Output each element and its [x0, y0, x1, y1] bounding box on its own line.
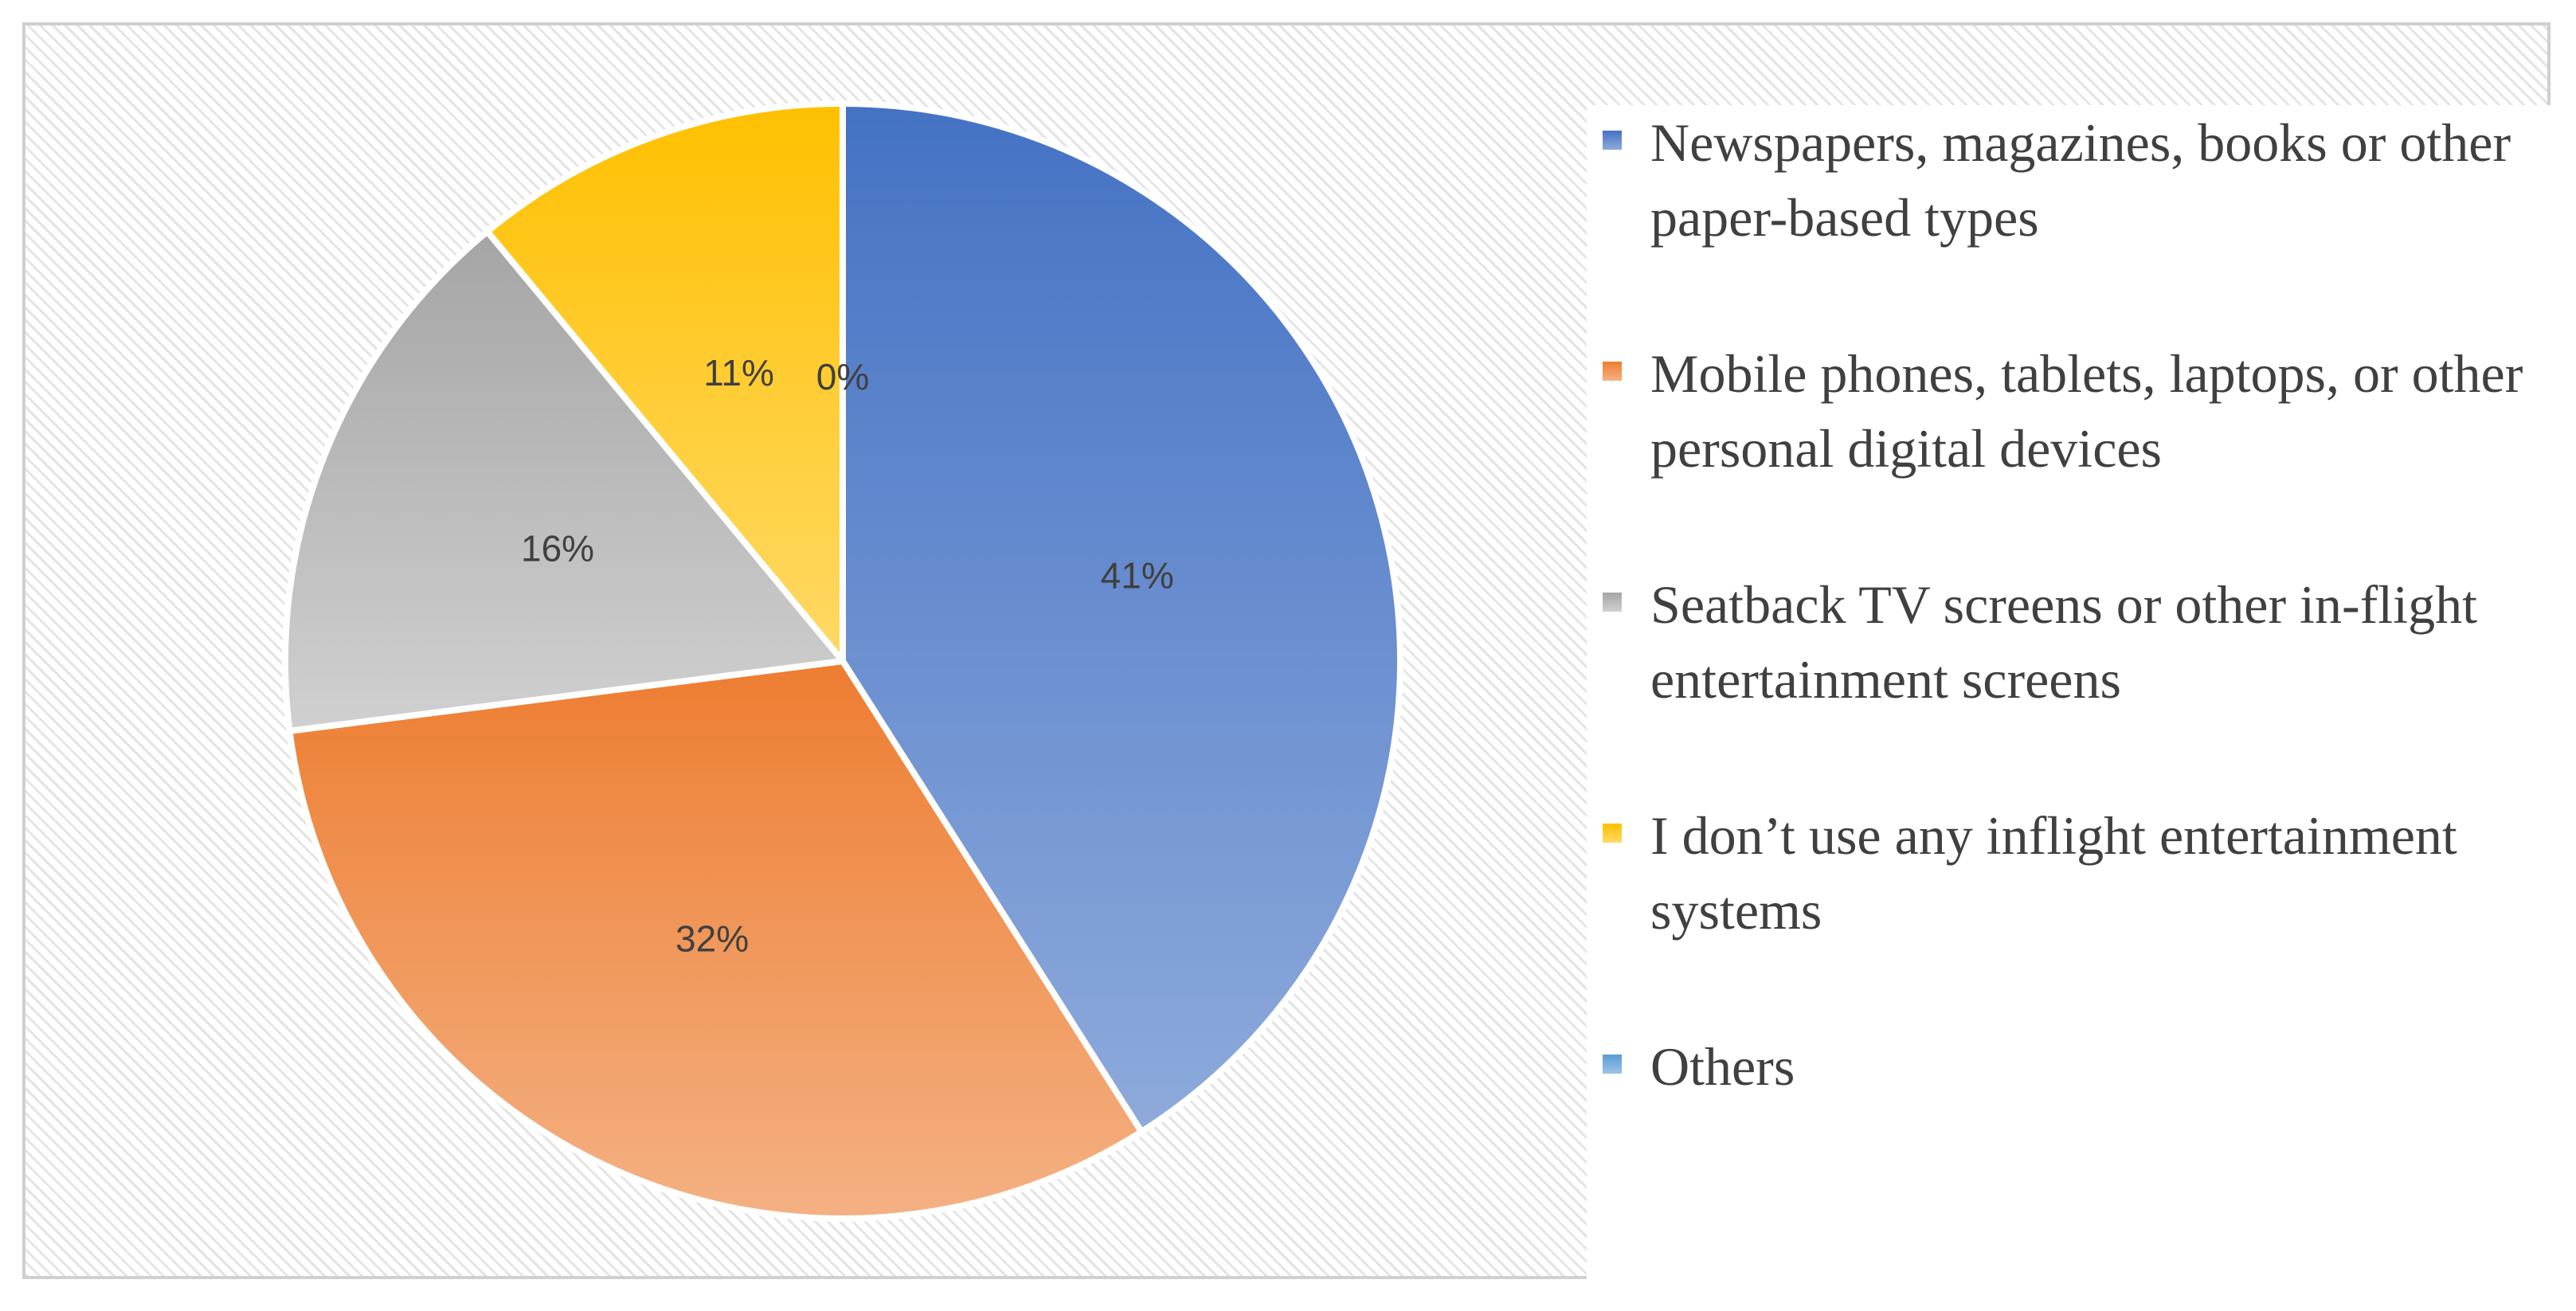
pie-slice-no-entertainment	[483, 100, 846, 664]
pie-chart: 41% 32% 16% 11% 0%	[282, 100, 1404, 1223]
pie-data-labels: 41% 32% 16% 11% 0%	[521, 352, 1174, 960]
chart-frame: 41% 32% 16% 11% 0% Newspapers, magazines, bo…	[22, 22, 2566, 1284]
data-label-digital-devices: 32%	[675, 918, 749, 959]
legend-swatch-no-entertainment	[1603, 824, 1622, 843]
legend-swatch-digital-devices	[1603, 362, 1622, 381]
pie-slice-seatback-screens	[282, 228, 846, 734]
data-label-no-entertainment: 11%	[703, 352, 774, 393]
data-label-seatback-screens: 16%	[521, 527, 594, 569]
pie-slice-digital-devices	[286, 658, 1145, 1223]
legend-label-others: Others	[1650, 1036, 1795, 1097]
legend-label-no-entertainment: I don’t use any inflight entertainment s…	[1650, 805, 2457, 941]
pie-slice-paper	[840, 100, 1404, 1136]
pie-slices	[282, 100, 1404, 1223]
legend-swatch-others	[1603, 1055, 1622, 1074]
data-label-paper: 41%	[1101, 555, 1174, 597]
data-label-others: 0%	[816, 356, 869, 397]
legend-swatch-seatback-screens	[1603, 593, 1622, 612]
legend-label-seatback-screens: Seatback TV screens or other in-flight e…	[1650, 574, 2477, 710]
chart-legend: Newspapers, magazines, books or other pa…	[1587, 105, 2566, 1284]
legend-label-digital-devices: Mobile phones, tablets, laptops, or othe…	[1650, 343, 2523, 479]
legend-label-paper: Newspapers, magazines, books or other pa…	[1650, 112, 2511, 248]
legend-swatch-paper	[1603, 131, 1622, 150]
